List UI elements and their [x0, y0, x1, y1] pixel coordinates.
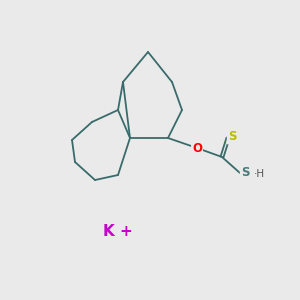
Text: O: O — [192, 142, 202, 154]
Text: S: S — [228, 130, 236, 143]
Text: ·H: ·H — [254, 169, 265, 179]
Text: S: S — [241, 166, 249, 178]
Text: K +: K + — [103, 224, 133, 239]
